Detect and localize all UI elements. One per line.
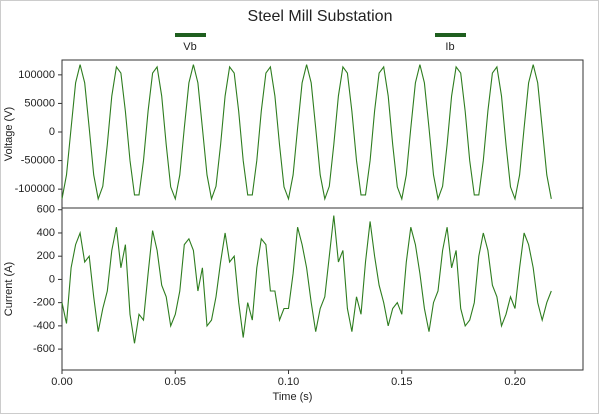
y-tick-label: 0 — [49, 273, 55, 285]
series-line — [61, 215, 552, 344]
x-axis-label: Time (s) — [273, 391, 313, 403]
legend-swatch — [175, 33, 206, 37]
x-tick-label: 0.15 — [391, 376, 412, 388]
legend-swatch — [435, 33, 466, 37]
y-tick-label: -200 — [33, 297, 55, 309]
x-tick-label: 0.05 — [165, 376, 186, 388]
plot-area — [61, 207, 584, 371]
x-tick-label: 0.00 — [51, 376, 72, 388]
y-axis-label: Current (A) — [3, 262, 15, 316]
legend-label: Ib — [445, 41, 454, 53]
x-tick-label: 0.10 — [278, 376, 299, 388]
y-tick-label: 400 — [37, 227, 55, 239]
y-axis-label: Voltage (V) — [3, 107, 15, 161]
y-tick-label: 0 — [49, 126, 55, 138]
y-tick-label: 600 — [37, 204, 55, 216]
y-tick-label: -100000 — [15, 183, 55, 195]
y-tick-label: 200 — [37, 250, 55, 262]
y-tick-label: 50000 — [24, 97, 55, 109]
x-tick-label: 0.20 — [504, 376, 525, 388]
y-tick-label: 100000 — [18, 69, 55, 81]
y-tick-label: -50000 — [21, 154, 55, 166]
series-line — [61, 64, 552, 201]
legend-label: Vb — [183, 41, 196, 53]
chart-title: Steel Mill Substation — [248, 8, 393, 25]
y-tick-label: -600 — [33, 343, 55, 355]
y-tick-label: -400 — [33, 320, 55, 332]
